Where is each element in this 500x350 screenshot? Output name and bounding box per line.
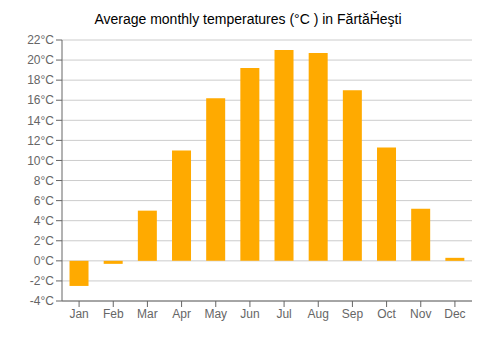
svg-text:20°C: 20°C — [27, 53, 54, 67]
svg-text:Dec: Dec — [444, 307, 465, 321]
svg-text:Feb: Feb — [103, 307, 124, 321]
svg-text:10°C: 10°C — [27, 154, 54, 168]
svg-text:Oct: Oct — [377, 307, 396, 321]
svg-text:4°C: 4°C — [34, 214, 54, 228]
svg-text:Sep: Sep — [342, 307, 364, 321]
svg-text:22°C: 22°C — [27, 33, 54, 47]
svg-text:16°C: 16°C — [27, 93, 54, 107]
svg-text:0°C: 0°C — [34, 254, 54, 268]
svg-text:-4°C: -4°C — [30, 294, 54, 308]
svg-text:Nov: Nov — [410, 307, 431, 321]
svg-text:-2°C: -2°C — [30, 274, 54, 288]
svg-text:8°C: 8°C — [34, 174, 54, 188]
svg-text:May: May — [204, 307, 227, 321]
svg-text:6°C: 6°C — [34, 194, 54, 208]
svg-text:2°C: 2°C — [34, 234, 54, 248]
svg-text:Jul: Jul — [276, 307, 291, 321]
html-text:Average monthly temperatures (: Average monthly temperatures (°C ) in Fă… — [94, 11, 402, 27]
svg-text:Mar: Mar — [137, 307, 158, 321]
svg-text:Aug: Aug — [308, 307, 329, 321]
svg-text:Apr: Apr — [172, 307, 191, 321]
svg-text:14°C: 14°C — [27, 114, 54, 128]
svg-text:18°C: 18°C — [27, 73, 54, 87]
svg-text:Jan: Jan — [69, 307, 88, 321]
svg-text:12°C: 12°C — [27, 134, 54, 148]
svg-text:Jun: Jun — [240, 307, 259, 321]
